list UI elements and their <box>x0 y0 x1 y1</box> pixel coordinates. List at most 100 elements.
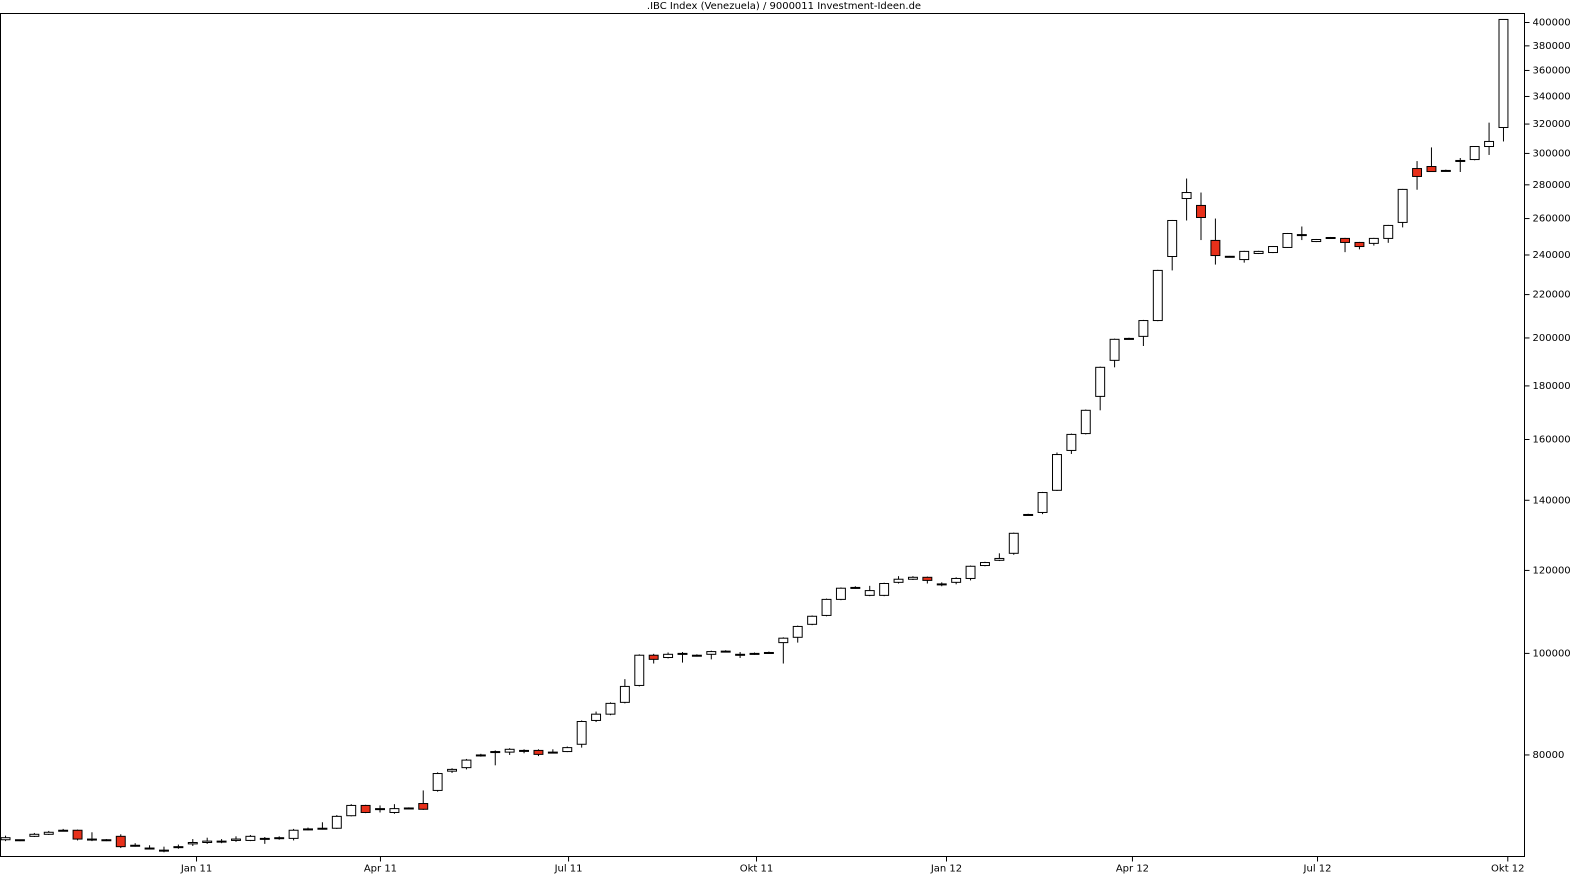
x-tick-label: Apr 11 <box>364 864 397 875</box>
plot-frame <box>0 13 1525 857</box>
candle-body <box>1440 169 1451 172</box>
candle-body <box>259 837 270 840</box>
candle-body <box>216 840 227 843</box>
candle-body <box>1167 219 1178 258</box>
candle-body <box>936 583 947 586</box>
y-tick-label: 160000 <box>1533 435 1571 446</box>
candle-body <box>360 804 371 813</box>
candle-body <box>879 583 890 596</box>
x-tick-label: Okt 12 <box>1491 864 1525 875</box>
y-tick-label: 260000 <box>1533 214 1571 225</box>
candle-body <box>29 833 40 837</box>
candle-body <box>58 829 69 832</box>
y-tick-label: 100000 <box>1533 648 1571 659</box>
candle-body <box>245 835 256 841</box>
candle-body <box>706 651 717 655</box>
candle-body <box>893 578 904 583</box>
candle-body <box>461 759 472 769</box>
candle-body <box>605 702 616 715</box>
candle-body <box>778 637 789 644</box>
candle-body <box>72 829 83 840</box>
candle-body <box>1282 233 1293 248</box>
candle-body <box>979 562 990 567</box>
y-tick-label: 400000 <box>1533 18 1571 29</box>
x-tick-label: Jan 12 <box>930 864 962 875</box>
y-tick-label: 320000 <box>1533 119 1571 130</box>
candle-body <box>115 835 126 848</box>
y-tick-label: 280000 <box>1533 180 1571 191</box>
candle-body <box>1152 269 1163 322</box>
candle-body <box>1426 166 1437 173</box>
y-tick-label: 80000 <box>1533 750 1565 761</box>
candle-body <box>159 849 169 852</box>
candle-body <box>691 654 702 657</box>
candle-body <box>389 808 400 813</box>
y-tick-label: 360000 <box>1533 65 1571 76</box>
candle-body <box>864 590 875 596</box>
candle-body <box>533 749 544 755</box>
candle-body <box>1138 320 1149 337</box>
candle-body <box>1181 192 1192 200</box>
candle-body <box>1354 241 1365 248</box>
candle-body <box>418 803 429 810</box>
candle-body <box>821 598 832 616</box>
candle-body <box>1325 236 1336 239</box>
candle-body <box>447 768 458 772</box>
candle-body <box>403 807 414 810</box>
x-tick-label: Apr 12 <box>1116 864 1149 875</box>
candle-body <box>1455 159 1466 162</box>
candle-body <box>648 654 659 660</box>
x-tick-label: Okt 11 <box>740 864 774 875</box>
candle-body <box>288 829 299 839</box>
candle-body <box>1052 454 1062 491</box>
candle-body <box>763 651 774 654</box>
candle-body <box>1109 338 1120 361</box>
candle-body <box>720 650 731 653</box>
candle-body <box>317 827 328 830</box>
candle-body <box>475 754 486 757</box>
candle-body <box>331 815 342 829</box>
y-tick-label: 220000 <box>1533 290 1571 301</box>
candle-body <box>1095 366 1106 397</box>
y-tick-label: 240000 <box>1533 250 1571 261</box>
candle-body <box>346 804 357 817</box>
y-tick-label: 340000 <box>1533 91 1571 102</box>
candle-body <box>1253 250 1264 254</box>
candle-body <box>735 653 746 656</box>
candle-body <box>1484 140 1495 148</box>
candle-body <box>562 747 573 753</box>
candle-body <box>1124 337 1134 340</box>
candle-body <box>1340 237 1351 243</box>
y-tick-label: 300000 <box>1533 148 1571 159</box>
candle-body <box>504 748 515 753</box>
candle-body <box>1268 246 1278 254</box>
candle-body <box>1469 146 1480 161</box>
candle-body <box>547 751 558 754</box>
candle-body <box>1080 409 1091 435</box>
candle-body <box>1023 513 1034 516</box>
candle-body <box>14 839 25 842</box>
candle-body <box>1368 237 1379 244</box>
candle-body <box>807 615 818 625</box>
candle-body <box>1397 188 1408 223</box>
x-tick-label: Jul 12 <box>1303 864 1332 875</box>
candle-body <box>576 721 587 745</box>
candle-body <box>490 751 501 754</box>
candle-body <box>994 557 1005 561</box>
candle-body <box>677 652 688 655</box>
candle-body <box>43 831 54 835</box>
candle-body <box>144 847 155 850</box>
candle-body <box>130 844 141 847</box>
candle-body <box>375 808 385 811</box>
chart-title: .IBC Index (Venezuela) / 9000011 Investm… <box>647 1 921 12</box>
candle-body <box>274 837 285 840</box>
y-tick-label: 140000 <box>1533 495 1571 506</box>
candle-body <box>1066 433 1077 451</box>
candle-body <box>86 838 97 841</box>
candle-body <box>173 846 184 849</box>
y-tick-label: 120000 <box>1533 565 1571 576</box>
candle-body <box>1412 168 1423 177</box>
candle-body <box>634 654 645 686</box>
candle-body <box>1224 255 1235 258</box>
